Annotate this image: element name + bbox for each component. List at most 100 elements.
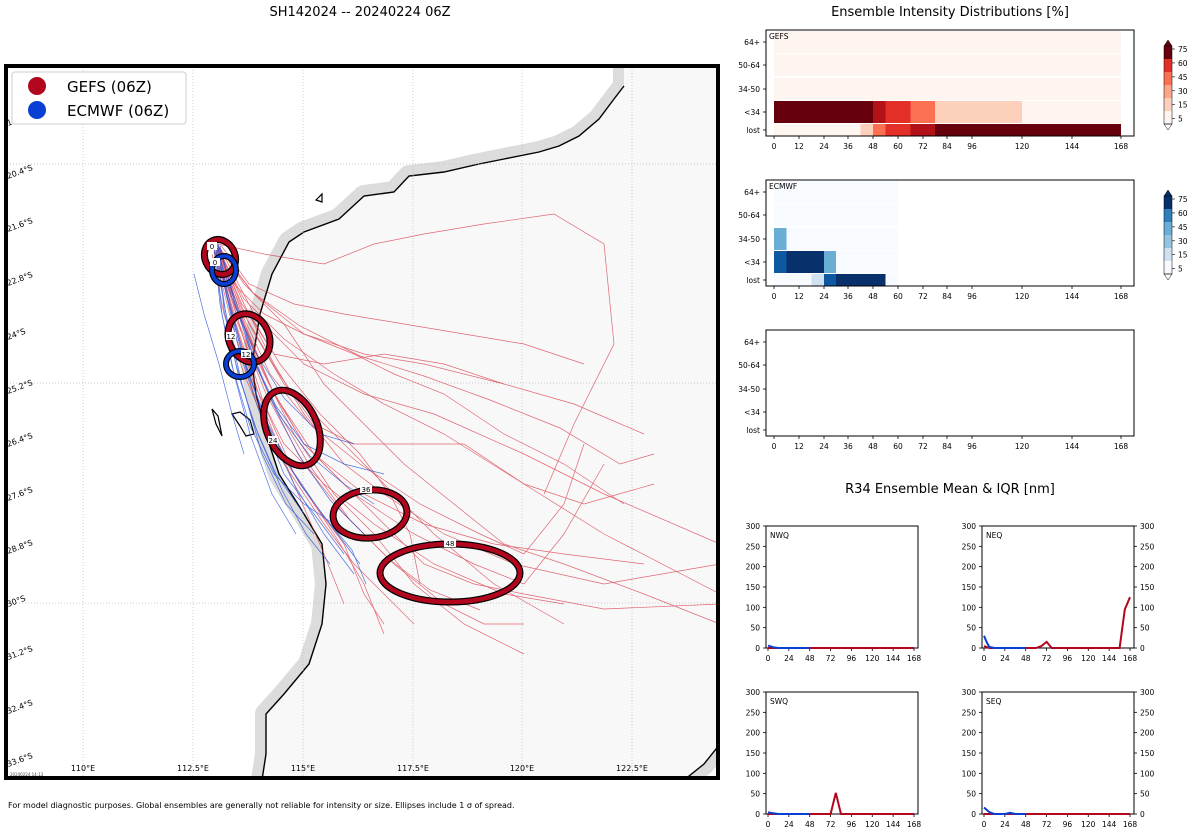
heat-cell <box>1072 124 1097 136</box>
y-tick-label: 300 <box>746 688 761 697</box>
r34-frame <box>765 525 919 649</box>
lon-label: 122.5°E <box>616 764 648 773</box>
heat-cell <box>786 204 799 226</box>
colorbar-extend <box>1163 39 1173 47</box>
y-tick-label: <34 <box>744 408 760 417</box>
y-tick-label: 100 <box>1140 769 1155 778</box>
r34-series-ecmwf <box>767 644 810 649</box>
heat-cell <box>885 204 898 226</box>
y-tick-label: 0 <box>1140 810 1145 819</box>
x-tick-label: 144 <box>1102 654 1117 663</box>
legend-ecmwf-label: ECMWF (06Z) <box>67 102 169 120</box>
heat-cell <box>873 101 886 123</box>
heat-cell <box>786 181 799 203</box>
x-tick-label: 72 <box>918 442 928 451</box>
legend-gefs-marker <box>28 77 46 95</box>
heat-cell <box>848 228 861 250</box>
x-tick-label: 48 <box>868 142 878 151</box>
colorbar-segment <box>1164 111 1172 124</box>
r34-frame <box>765 691 919 815</box>
heat-cell <box>898 78 911 100</box>
heat-cell <box>860 101 873 123</box>
heat-cell <box>910 31 923 53</box>
heat-cell <box>1047 54 1072 76</box>
r34-nwq-panel: 300 250 200 150 100 50 00 24 48 72 96 120 144 168 NWQ <box>746 522 922 663</box>
heat-cell <box>959 78 972 100</box>
colorbar-segment <box>1164 248 1172 261</box>
y-tick-label: 250 <box>962 708 977 717</box>
x-tick-label: 120 <box>1015 142 1030 151</box>
heat-cell <box>786 31 799 53</box>
y-tick-label: 50 <box>966 790 976 799</box>
y-tick-label: 50 <box>750 790 760 799</box>
heat-cell <box>811 204 824 226</box>
heat-cell <box>1047 31 1072 53</box>
heat-cell <box>860 274 873 286</box>
heat-cell <box>811 101 824 123</box>
heat-cell <box>885 251 898 273</box>
lon-label: 117.5°E <box>397 764 429 773</box>
y-tick-label: <34 <box>744 108 760 117</box>
map-title: SH142024 -- 20240224 06Z <box>269 5 451 20</box>
colorbar-tick-label: 60 <box>1178 209 1188 218</box>
heat-cell <box>935 31 947 53</box>
colorbar-tick-label: 15 <box>1178 251 1188 260</box>
heat-cell <box>774 54 787 76</box>
y-tick-label: 300 <box>962 688 977 697</box>
heat-cell <box>860 204 873 226</box>
x-tick-label: 48 <box>805 820 815 829</box>
heat-cell <box>947 101 960 123</box>
x-tick-label: 96 <box>967 142 977 151</box>
y-tick-label: 100 <box>746 603 761 612</box>
x-tick-label: 96 <box>847 820 857 829</box>
track-map[interactable]: 0 12 24 36 48 0 12 19.2°S 20.4°S 21.6°S … <box>4 64 720 780</box>
heat-cell <box>786 274 799 286</box>
colorbar-tick-label: 75 <box>1178 45 1188 54</box>
x-tick-label: 120 <box>1081 820 1096 829</box>
legend-ecmwf-marker <box>28 101 46 119</box>
y-tick-label: 250 <box>1140 542 1155 551</box>
heatmap-frame <box>765 329 1135 437</box>
heat-cell <box>885 274 898 286</box>
y-tick-label: 50-64 <box>738 61 760 70</box>
x-tick-label: 144 <box>886 820 901 829</box>
heat-cell <box>774 124 787 136</box>
gefs-hour-label: 24 <box>269 437 278 445</box>
heat-cell <box>972 31 997 53</box>
heat-cell <box>836 274 848 286</box>
heat-cell <box>910 101 923 123</box>
heat-cell <box>774 204 787 226</box>
colorbar-tick-label: 30 <box>1178 87 1188 96</box>
ecmwf-ellipses <box>209 253 257 380</box>
heat-cell <box>799 124 812 136</box>
colorbar-extend <box>1163 123 1173 131</box>
heat-cell <box>997 101 1022 123</box>
heat-cell <box>1072 31 1097 53</box>
heat-cell <box>860 31 873 53</box>
heat-cell <box>885 54 898 76</box>
colorbar-tick-label: 30 <box>1178 237 1188 246</box>
heat-cell <box>1072 54 1097 76</box>
heat-cell <box>860 228 873 250</box>
heat-cell <box>811 181 824 203</box>
x-tick-label: 168 <box>1123 654 1138 663</box>
heat-cell <box>972 101 997 123</box>
y-tick-label: 100 <box>962 769 977 778</box>
x-tick-label: 120 <box>1081 654 1096 663</box>
heat-cell <box>923 31 935 53</box>
heat-cell <box>1096 101 1121 123</box>
heat-cell <box>860 124 873 136</box>
heat-cell <box>848 124 861 136</box>
heat-cell <box>824 101 836 123</box>
gefs-hour-label: 0 <box>210 243 214 251</box>
colorbar-segment <box>1164 59 1172 72</box>
x-tick-label: 144 <box>1065 142 1080 151</box>
y-tick-label: 100 <box>962 603 977 612</box>
heat-cell <box>923 54 935 76</box>
heat-cell <box>873 274 886 286</box>
y-tick-label: lost <box>746 276 760 285</box>
x-tick-label: 60 <box>893 292 903 301</box>
heat-cell <box>836 54 848 76</box>
heat-cell <box>1096 124 1121 136</box>
colorbar-segment <box>1164 222 1172 235</box>
